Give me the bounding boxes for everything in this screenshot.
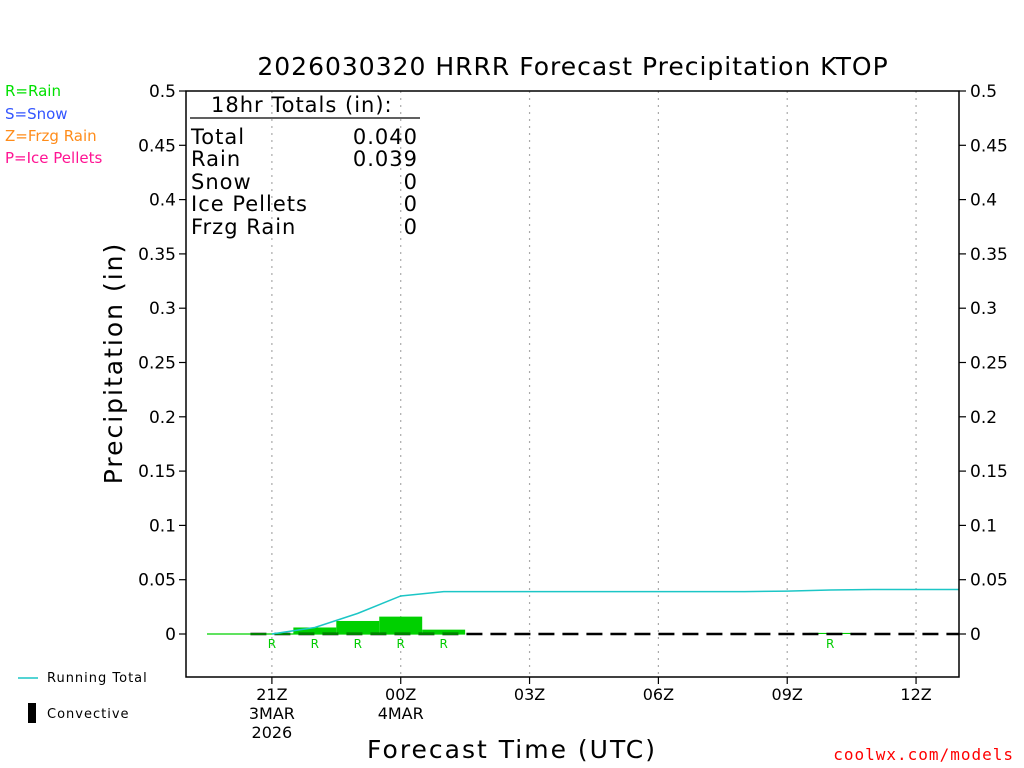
convective-legend-label: Convective: [47, 707, 130, 722]
y-tick-label-right: 0.25: [970, 354, 1008, 374]
precip-type-label: R: [354, 637, 362, 651]
y-tick-label-right: 0.35: [970, 245, 1008, 265]
total-value: 0.040: [353, 125, 418, 149]
precip-bar: [379, 616, 423, 634]
y-tick-label-left: 0: [165, 625, 176, 645]
totals-box: 18hr Totals (in): Total 0.040 Rain 0.039…: [190, 93, 420, 239]
precip-bar: [293, 627, 337, 634]
y-tick-label-right: 0.05: [970, 571, 1008, 591]
x-tick-year: 2026: [252, 723, 293, 742]
x-axis-label: Forecast Time (UTC): [367, 735, 657, 764]
x-tick-date: 3MAR: [249, 704, 295, 723]
y-axis-left: 0 0.05 0.1 0.15 0.2 0.25 0.3 0.35 0.4 0.45 0.5: [138, 82, 186, 645]
y-axis-right: 0 0.05 0.1 0.15 0.2 0.25 0.3 0.35 0.4 0.45 0.5: [959, 82, 1008, 645]
y-tick-label-left: 0.4: [149, 191, 176, 211]
rain-value: 0.039: [353, 147, 418, 171]
snow-value: 0: [404, 170, 418, 194]
plot-frame: [185, 90, 960, 678]
y-tick-label-right: 0.2: [970, 408, 997, 428]
precip-type-label: R: [311, 637, 319, 651]
ice-pellets-label: Ice Pellets: [191, 192, 308, 216]
y-tick-label-left: 0.1: [149, 516, 176, 536]
y-tick-label-right: 0.45: [970, 136, 1008, 156]
legend-frzg-rain: Z=Frzg Rain: [5, 127, 97, 145]
x-tick-label: 21Z: [256, 685, 287, 704]
y-tick-label-left: 0.5: [149, 82, 176, 102]
running-total-line: [271, 588, 959, 635]
x-tick-label: 12Z: [900, 685, 931, 704]
y-tick-label-right: 0.3: [970, 299, 997, 319]
precip-bar: [336, 620, 380, 634]
frzg-rain-label: Frzg Rain: [191, 215, 296, 239]
x-gridlines: [271, 91, 917, 677]
x-tick-label: 03Z: [514, 685, 545, 704]
x-tick-label: 06Z: [643, 685, 674, 704]
x-tick-label: 09Z: [772, 685, 803, 704]
precip-bar: [422, 629, 466, 634]
snow-label: Snow: [191, 170, 252, 194]
precip-type-label: R: [826, 637, 834, 651]
total-label: Total: [190, 125, 245, 149]
precip-bars: [293, 616, 852, 634]
convective-legend-swatch: [28, 703, 36, 723]
y-tick-label-left: 0.35: [138, 245, 176, 265]
totals-heading: 18hr Totals (in):: [211, 93, 393, 117]
type-legend: R=Rain S=Snow Z=Frzg Rain P=Ice Pellets: [5, 82, 102, 167]
legend-snow: S=Snow: [5, 105, 68, 123]
y-tick-label-left: 0.2: [149, 408, 176, 428]
precip-type-label: R: [268, 637, 276, 651]
y-tick-label-right: 0: [970, 625, 981, 645]
rain-label: Rain: [191, 147, 241, 171]
y-tick-label-right: 0.1: [970, 516, 997, 536]
y-tick-label-right: 0.15: [970, 462, 1008, 482]
y-axis-label: Precipitation (in): [99, 242, 128, 485]
y-tick-label-left: 0.15: [138, 462, 176, 482]
running-total-legend-label: Running Total: [47, 671, 148, 686]
y-tick-label-left: 0.45: [138, 136, 176, 156]
chart-title: 2026030320 HRRR Forecast Precipitation K…: [257, 52, 888, 81]
y-tick-label-left: 0.25: [138, 354, 176, 374]
series-legend: Running Total Convective: [18, 671, 148, 723]
x-tick-date: 4MAR: [378, 704, 424, 723]
precip-type-label: R: [439, 637, 447, 651]
y-tick-label-left: 0.3: [149, 299, 176, 319]
y-tick-label-right: 0.5: [970, 82, 997, 102]
x-tick-label: 00Z: [385, 685, 416, 704]
ice-pellets-value: 0: [404, 192, 418, 216]
precip-type-label: R: [397, 637, 405, 651]
running-total-series: [271, 588, 959, 635]
y-tick-label-right: 0.4: [970, 191, 997, 211]
legend-ice-pellets: P=Ice Pellets: [5, 149, 102, 167]
frzg-rain-value: 0: [404, 215, 418, 239]
legend-rain: R=Rain: [5, 82, 61, 100]
y-tick-label-left: 0.05: [138, 571, 176, 591]
credit-text: coolwx.com/models: [833, 745, 1014, 764]
